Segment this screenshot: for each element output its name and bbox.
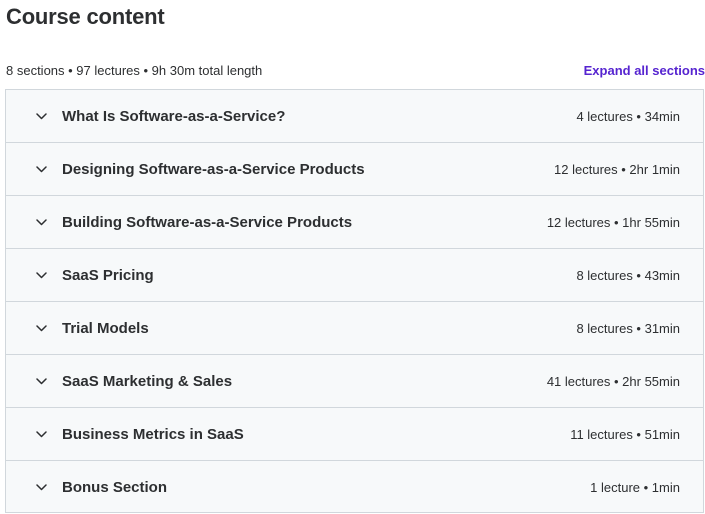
chevron-down-icon xyxy=(35,428,47,440)
sections-list: What Is Software-as-a-Service? 4 lecture… xyxy=(5,89,704,513)
section-title: SaaS Pricing xyxy=(62,266,154,284)
page-title: Course content xyxy=(6,4,165,29)
chevron-down-icon xyxy=(35,322,47,334)
section-meta: 4 lectures • 34min xyxy=(576,108,680,124)
section-item[interactable]: Designing Software-as-a-Service Products… xyxy=(6,143,703,196)
section-item[interactable]: Business Metrics in SaaS 11 lectures • 5… xyxy=(6,408,703,461)
section-item[interactable]: Trial Models 8 lectures • 31min xyxy=(6,302,703,355)
chevron-down-icon xyxy=(35,375,47,387)
chevron-down-icon xyxy=(35,216,47,228)
section-title: Designing Software-as-a-Service Products xyxy=(62,160,365,178)
expand-all-sections-button[interactable]: Expand all sections xyxy=(583,62,705,78)
chevron-down-icon xyxy=(35,110,47,122)
chevron-down-icon xyxy=(35,481,47,493)
chevron-down-icon xyxy=(35,269,47,281)
section-item[interactable]: SaaS Pricing 8 lectures • 43min xyxy=(6,249,703,302)
section-meta: 1 lecture • 1min xyxy=(590,479,680,495)
section-item[interactable]: Bonus Section 1 lecture • 1min xyxy=(6,461,703,513)
course-summary: 8 sections • 97 lectures • 9h 30m total … xyxy=(6,62,263,78)
chevron-down-icon xyxy=(35,163,47,175)
section-meta: 12 lectures • 1hr 55min xyxy=(546,214,680,230)
section-item[interactable]: SaaS Marketing & Sales 41 lectures • 2hr… xyxy=(6,355,703,408)
section-item[interactable]: What Is Software-as-a-Service? 4 lecture… xyxy=(6,90,703,143)
section-meta: 11 lectures • 51min xyxy=(570,426,680,442)
section-title: SaaS Marketing & Sales xyxy=(62,372,233,390)
section-title: Bonus Section xyxy=(62,478,168,496)
section-meta: 41 lectures • 2hr 55min xyxy=(546,373,680,389)
section-meta: 8 lectures • 43min xyxy=(576,267,680,283)
section-meta: 8 lectures • 31min xyxy=(576,320,680,336)
section-item[interactable]: Building Software-as-a-Service Products … xyxy=(6,196,703,249)
section-title: What Is Software-as-a-Service? xyxy=(62,107,286,125)
section-title: Building Software-as-a-Service Products xyxy=(62,213,353,231)
section-title: Business Metrics in SaaS xyxy=(62,425,244,443)
section-meta: 12 lectures • 2hr 1min xyxy=(554,161,680,177)
course-summary-row: 8 sections • 97 lectures • 9h 30m total … xyxy=(6,61,705,79)
section-title: Trial Models xyxy=(62,319,149,337)
